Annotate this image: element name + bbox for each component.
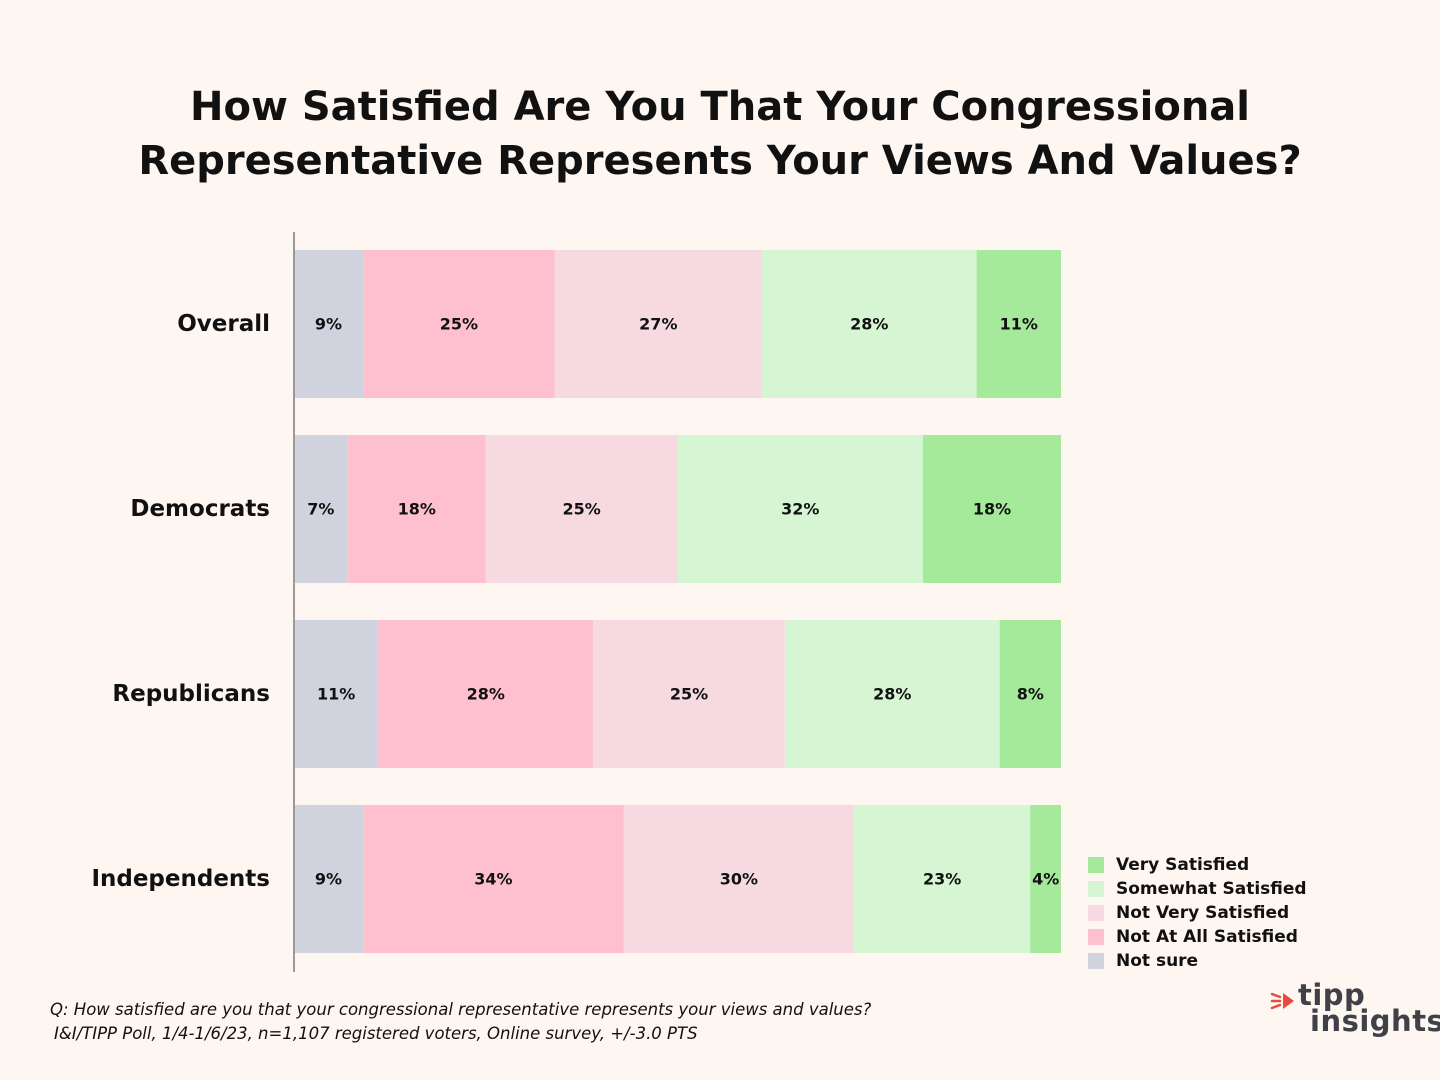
category-labels-layer: Overall Democrats Republicans Independents xyxy=(91,311,270,892)
bar-segment-republicans-not-very-satisfied xyxy=(593,620,785,768)
category-label-independents: Independents xyxy=(91,866,270,892)
footnote-question: Q: How satisfied are you that your congr… xyxy=(50,1000,872,1019)
bar-segment-democrats-not-at-all-satisfied xyxy=(347,435,486,583)
data-label-republicans-not-very-satisfied: 25% xyxy=(670,685,708,704)
data-label-independents-somewhat-satisfied: 23% xyxy=(923,870,961,889)
data-label-democrats-somewhat-satisfied: 32% xyxy=(781,500,819,519)
bar-segment-republicans-not-sure xyxy=(294,620,379,768)
bar-segment-republicans-very-satisfied xyxy=(999,620,1061,768)
bar-segment-overall-not-sure xyxy=(294,250,364,398)
data-label-overall-somewhat-satisfied: 28% xyxy=(850,315,888,334)
legend-label-not-at-all-satisfied: Not At All Satisfied xyxy=(1116,927,1298,947)
legend-swatch-very-satisfied xyxy=(1088,857,1104,873)
data-label-overall-not-at-all-satisfied: 25% xyxy=(440,315,478,334)
data-label-republicans-very-satisfied: 8% xyxy=(1017,685,1044,704)
bar-segment-democrats-very-satisfied xyxy=(922,435,1061,583)
bars-layer: 9% 25% 27% 28% 11% 7% 18% 25% 32% 18% 11% 28% 25% 28%… xyxy=(294,250,1061,953)
chart-title-line-1: How Satisfied Are You That Your Congress… xyxy=(189,84,1251,130)
bar-segment-independents-very-satisfied xyxy=(1030,805,1061,953)
legend-swatch-somewhat-satisfied xyxy=(1088,881,1104,897)
data-label-republicans-somewhat-satisfied: 28% xyxy=(873,685,911,704)
data-label-overall-not-sure: 9% xyxy=(315,315,342,334)
legend-swatch-not-at-all-satisfied xyxy=(1088,929,1104,945)
logo-arrow-icon xyxy=(1270,992,1294,1010)
category-label-overall: Overall xyxy=(177,311,270,337)
legend-item-somewhat-satisfied: Somewhat Satisfied xyxy=(1088,877,1307,901)
footnote: Q: How satisfied are you that your congr… xyxy=(50,998,871,1046)
category-label-democrats: Democrats xyxy=(130,496,270,522)
legend-swatch-not-very-satisfied xyxy=(1088,905,1104,921)
category-label-republicans: Republicans xyxy=(112,681,270,707)
bar-segment-overall-not-very-satisfied xyxy=(554,250,762,398)
data-label-democrats-very-satisfied: 18% xyxy=(973,500,1011,519)
chart-title-line-2: Representative Represents Your Views And… xyxy=(138,138,1302,184)
data-label-republicans-not-sure: 11% xyxy=(317,685,355,704)
data-label-democrats-not-sure: 7% xyxy=(307,500,334,519)
bar-segment-independents-not-sure xyxy=(294,805,364,953)
bar-segment-democrats-not-very-satisfied xyxy=(485,435,678,583)
legend-label-somewhat-satisfied: Somewhat Satisfied xyxy=(1116,879,1307,899)
data-label-republicans-not-at-all-satisfied: 28% xyxy=(467,685,505,704)
data-label-independents-not-sure: 9% xyxy=(315,870,342,889)
bar-segment-independents-somewhat-satisfied xyxy=(853,805,1031,953)
bar-segment-independents-not-very-satisfied xyxy=(623,805,854,953)
logo-text-tipp: tipp xyxy=(1298,978,1366,1012)
data-label-independents-not-at-all-satisfied: 34% xyxy=(474,870,512,889)
legend-label-not-very-satisfied: Not Very Satisfied xyxy=(1116,903,1290,923)
legend-item-not-sure: Not sure xyxy=(1088,949,1307,973)
bar-segment-republicans-not-at-all-satisfied xyxy=(378,620,594,768)
data-label-overall-not-very-satisfied: 27% xyxy=(639,315,677,334)
legend-label-very-satisfied: Very Satisfied xyxy=(1116,855,1250,875)
bar-segment-democrats-not-sure xyxy=(294,435,348,583)
data-label-democrats-not-at-all-satisfied: 18% xyxy=(398,500,436,519)
data-label-independents-very-satisfied: 4% xyxy=(1032,870,1059,889)
bar-segment-overall-not-at-all-satisfied xyxy=(363,250,555,398)
logo-text-insights: insights xyxy=(1310,1004,1440,1038)
bar-segment-republicans-somewhat-satisfied xyxy=(784,620,1000,768)
data-label-democrats-not-very-satisfied: 25% xyxy=(562,500,600,519)
legend-item-not-at-all-satisfied: Not At All Satisfied xyxy=(1088,925,1307,949)
legend-item-very-satisfied: Very Satisfied xyxy=(1088,853,1307,877)
data-label-independents-not-very-satisfied: 30% xyxy=(720,870,758,889)
footnote-source: I&I/TIPP Poll, 1/4-1/6/23, n=1,107 regis… xyxy=(54,1024,698,1043)
bar-segment-independents-not-at-all-satisfied xyxy=(363,805,624,953)
bar-segment-overall-somewhat-satisfied xyxy=(761,250,977,398)
data-label-overall-very-satisfied: 11% xyxy=(1000,315,1038,334)
legend: Very Satisfied Somewhat Satisfied Not Very… xyxy=(1088,853,1307,973)
tipp-insights-logo: tipp insights xyxy=(1266,978,1440,1040)
bar-segment-overall-very-satisfied xyxy=(976,250,1061,398)
bar-segment-democrats-somewhat-satisfied xyxy=(677,435,923,583)
legend-swatch-not-sure xyxy=(1088,953,1104,969)
chart-title: How Satisfied Are You That Your Congress… xyxy=(0,80,1440,188)
legend-label-not-sure: Not sure xyxy=(1116,951,1199,971)
legend-item-not-very-satisfied: Not Very Satisfied xyxy=(1088,901,1307,925)
